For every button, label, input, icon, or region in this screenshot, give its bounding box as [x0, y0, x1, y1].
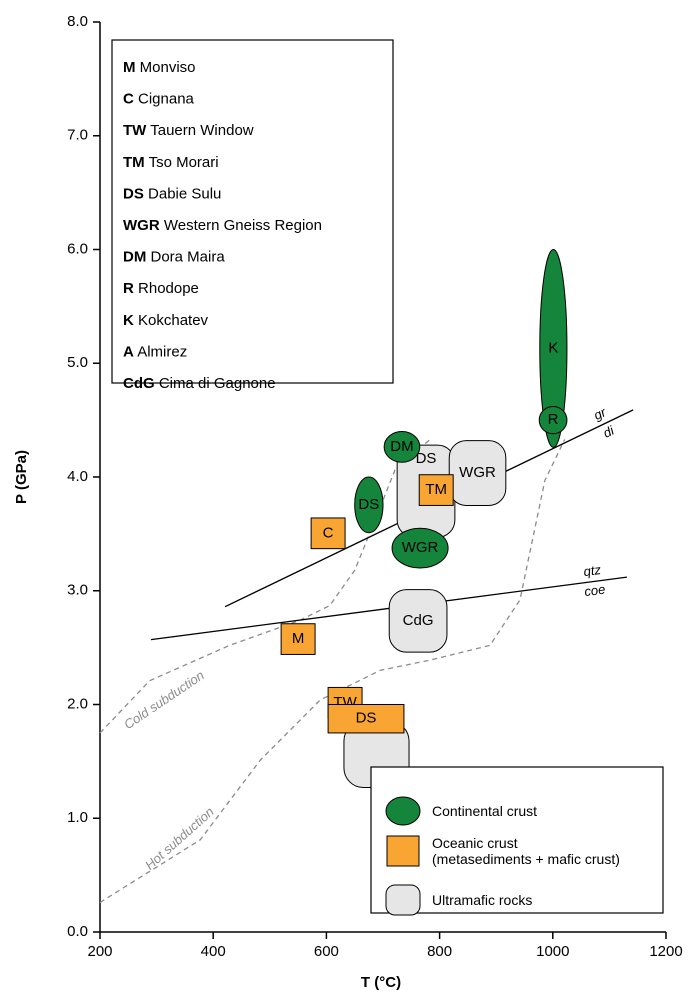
locality-entry: C Cignana	[123, 91, 195, 108]
locality-name: Cignana	[138, 91, 195, 108]
y-tick-label: 7.0	[67, 127, 88, 144]
locality-name: Monviso	[140, 59, 196, 76]
point-label: C	[323, 524, 334, 541]
point-label: R	[548, 411, 559, 428]
locality-abbr: C	[123, 91, 134, 108]
y-tick-label: 1.0	[67, 809, 88, 826]
y-tick-label: 8.0	[67, 13, 88, 30]
reaction-label: coe	[583, 582, 606, 600]
locality-name: Dora Maira	[151, 249, 226, 266]
locality-abbr: K	[123, 312, 134, 329]
geotherm-label: Hot subduction	[142, 804, 217, 873]
legend-entry: Continental crust	[432, 803, 538, 819]
locality-abbr: DM	[123, 249, 146, 266]
locality-name: Dabie Sulu	[148, 185, 221, 202]
point-label: CdG	[403, 612, 434, 629]
locality-name: Tso Morari	[149, 154, 219, 171]
x-tick-label: 1200	[649, 943, 682, 960]
locality-entry: A Almirez	[123, 343, 187, 360]
x-axis-title: T (°C)	[361, 974, 401, 991]
square-marker	[327, 704, 405, 734]
locality-entry: TM Tso Morari	[123, 154, 219, 171]
locality-abbr: CdG	[123, 375, 155, 392]
locality-entry: K Kokchatev	[123, 312, 209, 329]
x-tick-label: 1000	[536, 943, 569, 960]
point-label: DM	[390, 438, 413, 455]
point-label: DS	[358, 496, 379, 513]
y-axis-title: P (GPa)	[13, 450, 30, 504]
locality-abbr: R	[123, 280, 134, 297]
point-label: K	[548, 339, 558, 356]
point-label: WGR	[459, 464, 496, 481]
legend-entry: Oceanic crust (metasediments + mafic cru…	[432, 835, 620, 867]
locality-abbr: WGR	[123, 217, 160, 234]
locality-entry: DM Dora Maira	[123, 249, 225, 266]
locality-abbr: DS	[123, 185, 144, 202]
locality-abbr: TM	[123, 154, 145, 171]
locality-name: Almirez	[137, 343, 187, 360]
reaction-label: qtz	[583, 562, 603, 579]
y-tick-label: 6.0	[67, 240, 88, 257]
locality-entry: DS Dabie Sulu	[123, 185, 221, 202]
rounded-marker	[385, 884, 421, 916]
ellipse-marker	[383, 431, 421, 463]
x-tick-label: 200	[87, 943, 112, 960]
rounded-marker	[388, 589, 448, 653]
ellipse-marker	[385, 796, 421, 826]
legend-entry: Ultramafic rocks	[432, 892, 533, 908]
geotherm	[99, 439, 566, 903]
locality-name: Cima di Gagnone	[159, 375, 276, 392]
point-label: DS	[416, 450, 437, 467]
point-label: M	[292, 630, 305, 647]
y-tick-label: 2.0	[67, 695, 88, 712]
geotherm-label: Cold subduction	[121, 668, 207, 733]
y-tick-label: 0.0	[67, 923, 88, 940]
square-marker	[418, 474, 454, 506]
locality-abbr: A	[123, 343, 134, 360]
square-marker	[386, 835, 420, 867]
locality-abbr: TW	[123, 122, 147, 139]
ellipse-marker	[354, 476, 384, 534]
y-tick-label: 3.0	[67, 582, 88, 599]
x-tick-label: 800	[427, 943, 452, 960]
ellipse-marker	[391, 527, 449, 569]
legend-label: Ultramafic rocks	[432, 892, 533, 908]
x-tick-label: 600	[314, 943, 339, 960]
point-label: TM	[425, 481, 447, 498]
locality-name: Tauern Window	[150, 122, 254, 139]
x-tick-label: 400	[201, 943, 226, 960]
locality-legend-box	[111, 39, 394, 384]
point-label: DS	[356, 710, 377, 727]
rounded-marker	[448, 440, 507, 506]
ellipse-marker	[538, 405, 568, 435]
reaction-label: di	[601, 422, 618, 440]
locality-name: Kokchatev	[138, 312, 209, 329]
y-tick-label: 4.0	[67, 468, 88, 485]
ellipse-marker	[539, 249, 568, 448]
locality-name: Western Gneiss Region	[164, 217, 322, 234]
y-tick-label: 5.0	[67, 354, 88, 371]
locality-entry: R Rhodope	[123, 280, 199, 297]
locality-name: Rhodope	[138, 280, 199, 297]
locality-entry: CdG Cima di Gagnone	[123, 375, 276, 392]
reaction-label: gr	[591, 404, 609, 423]
locality-entry: WGR Western Gneiss Region	[123, 217, 322, 234]
square-marker	[310, 517, 346, 550]
legend-label: Oceanic crust (metasediments + mafic cru…	[432, 835, 620, 867]
geotherm	[99, 438, 431, 734]
legend-box	[370, 766, 664, 914]
locality-abbr: M	[123, 59, 136, 76]
locality-entry: TW Tauern Window	[123, 122, 254, 139]
point-label: WGR	[402, 539, 439, 556]
locality-entry: M Monviso	[123, 59, 196, 76]
square-marker	[280, 623, 316, 655]
legend-label: Continental crust	[432, 803, 538, 819]
